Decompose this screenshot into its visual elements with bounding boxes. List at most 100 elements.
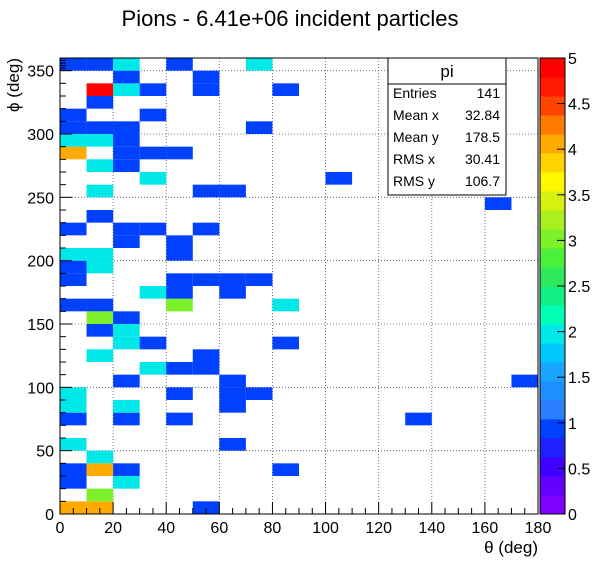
heatmap-cell: [86, 450, 114, 464]
y-tick-label: 150: [27, 317, 54, 334]
heatmap-cell: [192, 501, 220, 514]
colorbar-tick-label: 2: [568, 325, 577, 342]
heatmap-cell: [113, 159, 140, 172]
heatmap-cell: [272, 463, 299, 476]
x-axis: 0 20 40 60 80 100 120 140 160 180: [56, 502, 552, 537]
colorbar-swatch: [540, 343, 565, 363]
colorbar-swatch: [540, 58, 565, 78]
heatmap-cell: [60, 476, 87, 489]
heatmap-cell: [219, 184, 246, 198]
stats-row-label: Mean x: [393, 107, 439, 123]
heatmap-cell: [139, 222, 167, 236]
heatmap-cells: [60, 58, 538, 514]
colorbar-swatch: [540, 191, 565, 211]
heatmap-cell: [60, 273, 87, 286]
heatmap-cell: [192, 222, 220, 236]
colorbar-swatch: [540, 305, 565, 325]
heatmap-cell: [113, 311, 140, 324]
stats-row-label: Entries: [393, 85, 437, 101]
heatmap-cell: [113, 146, 140, 160]
heatmap-cell: [86, 96, 114, 109]
heatmap-cell: [86, 488, 114, 502]
heatmap-cell: [219, 438, 246, 451]
heatmap-cell: [86, 463, 114, 476]
color-scale-bar: 0 0.5 1 1.5 2 2.5 3 3.5 4 4.5 5: [539, 51, 590, 524]
stats-row-label: RMS x: [393, 151, 435, 167]
heatmap-cell: [192, 362, 220, 375]
heatmap-cell: [60, 387, 87, 400]
chart-title: Pions - 6.41e+06 incident particles: [122, 6, 459, 31]
heatmap-cell: [139, 146, 167, 160]
heatmap-cell: [86, 210, 114, 223]
heatmap-cell: [192, 184, 220, 198]
stats-body-box: [387, 83, 507, 196]
heatmap-cell: [86, 134, 114, 147]
heatmap-cell: [166, 248, 193, 261]
heatmap-cell: [219, 273, 246, 286]
colorbar-swatch: [540, 134, 565, 154]
heatmap-cell: [113, 412, 140, 426]
x-tick-label: 40: [157, 520, 175, 537]
heatmap-cell: [139, 108, 167, 122]
heatmap-cell: [60, 260, 87, 274]
x-tick-label: 140: [418, 520, 445, 537]
colorbar-tick-label: 2.5: [568, 279, 590, 296]
heatmap-cell: [86, 121, 114, 134]
heatmap-cell: [60, 146, 87, 160]
colorbar-swatch: [540, 286, 565, 306]
stats-row-value: 178.5: [465, 129, 500, 145]
y-tick-label: 50: [36, 444, 54, 461]
heatmap-cell: [139, 286, 167, 299]
heatmap-cell: [113, 83, 140, 96]
heatmap-cell: [325, 172, 353, 185]
colorbar-tick-label: 4.5: [568, 97, 590, 114]
heatmap-cell: [219, 286, 246, 299]
heatmap-cell: [113, 336, 140, 350]
colorbar-swatch: [540, 248, 565, 268]
heatmap-cell: [219, 374, 246, 388]
heatmap-cell: [60, 134, 87, 147]
heatmap-cell: [166, 412, 193, 426]
heatmap-cell: [245, 121, 273, 134]
heatmap-cell: [113, 134, 140, 147]
stats-title: pi: [440, 62, 453, 81]
heatmap-cell: [272, 298, 299, 312]
heatmap-cell: [60, 400, 87, 413]
heatmap-cell: [113, 58, 140, 71]
heatmap-cell: [60, 108, 87, 122]
heatmap-cell: [166, 58, 193, 71]
heatmap-cell: [245, 273, 273, 286]
heatmap-cell: [484, 197, 512, 210]
heatmap-cell: [192, 70, 220, 84]
y-tick-label: 200: [27, 254, 54, 271]
y-tick-label: 250: [27, 190, 54, 207]
heatmap-cell: [192, 83, 220, 96]
heatmap-cell: [86, 260, 114, 274]
heatmap-cell: [245, 58, 273, 71]
heatmap-cell: [60, 298, 87, 312]
x-tick-label: 180: [525, 520, 552, 537]
colorbar-swatch: [540, 400, 565, 420]
colorbar-swatch: [540, 476, 565, 496]
colorbar-swatch: [540, 419, 565, 439]
colorbar-swatch: [540, 153, 565, 173]
heatmap-cell: [86, 324, 114, 337]
heatmap-cell: [166, 387, 193, 400]
colorbar-swatch: [540, 438, 565, 458]
colorbar-tick-label: 0.5: [568, 461, 590, 478]
y-tick-label: 300: [27, 127, 54, 144]
heatmap-cell: [86, 298, 114, 312]
heatmap-cell: [139, 83, 167, 96]
heatmap-cell: [113, 235, 140, 248]
colorbar-swatch: [540, 77, 565, 97]
heatmap-cell: [113, 121, 140, 134]
heatmap-cell: [272, 83, 299, 96]
x-tick-label: 100: [312, 520, 339, 537]
heatmap-cell: [166, 273, 193, 286]
stats-row-label: Mean y: [393, 129, 439, 145]
colorbar-tick-label: 5: [568, 51, 577, 68]
heatmap-cell: [86, 159, 114, 172]
heatmap-cell: [86, 83, 114, 96]
stats-title-box: [387, 57, 507, 85]
heatmap-cell: [86, 311, 114, 324]
